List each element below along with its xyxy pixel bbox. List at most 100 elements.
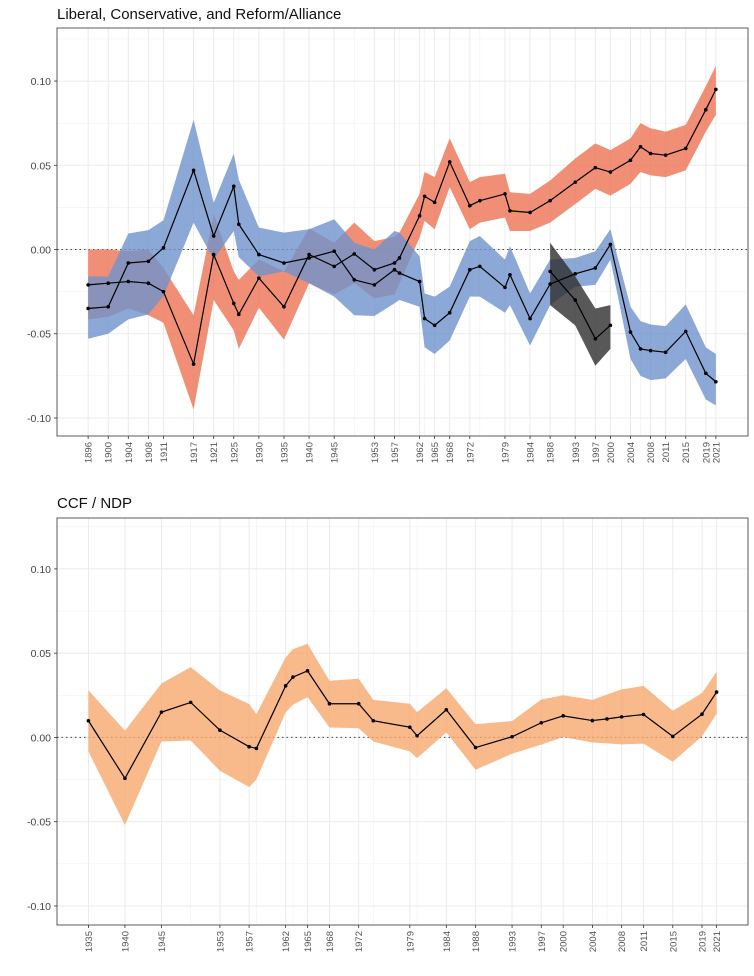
data-point bbox=[447, 310, 452, 315]
x-tick-label: 2000 bbox=[606, 442, 617, 463]
data-point bbox=[663, 153, 668, 157]
x-tick-label: 2015 bbox=[668, 931, 679, 952]
x-tick-label: 2008 bbox=[617, 931, 628, 952]
x-tick-label: 1953 bbox=[370, 442, 381, 463]
data-point bbox=[332, 249, 337, 254]
data-point bbox=[467, 203, 472, 208]
data-point bbox=[704, 107, 708, 112]
data-point bbox=[126, 261, 131, 265]
x-tick-label: 1904 bbox=[124, 442, 135, 463]
y-tick-label: 0.10 bbox=[31, 564, 52, 576]
panel-liberal-conservative-reform: Liberal, Conservative, and Reform/Allian… bbox=[27, 6, 749, 463]
data-point bbox=[191, 362, 196, 366]
data-point bbox=[605, 717, 609, 721]
data-point bbox=[714, 87, 718, 92]
data-point bbox=[372, 283, 377, 287]
data-point bbox=[641, 712, 646, 717]
data-point bbox=[714, 379, 718, 384]
data-point bbox=[126, 279, 131, 284]
x-tick-label: 1911 bbox=[159, 442, 170, 462]
data-point bbox=[161, 246, 166, 250]
data-point bbox=[188, 700, 193, 705]
y-tick-label: 0.05 bbox=[31, 648, 52, 660]
x-tick-label: 1988 bbox=[471, 931, 482, 952]
data-point bbox=[123, 776, 127, 781]
data-point bbox=[663, 350, 668, 355]
data-point bbox=[106, 304, 111, 309]
x-tick-label: 1908 bbox=[144, 442, 155, 463]
data-point bbox=[478, 198, 482, 203]
data-point bbox=[305, 669, 310, 673]
confidence-band bbox=[88, 119, 716, 406]
data-point bbox=[432, 200, 437, 205]
data-point bbox=[648, 151, 653, 156]
data-point bbox=[528, 210, 532, 215]
data-point bbox=[417, 279, 422, 284]
data-point bbox=[397, 256, 402, 260]
data-point bbox=[392, 261, 397, 265]
data-point bbox=[422, 316, 427, 321]
data-point bbox=[670, 734, 675, 739]
data-point bbox=[247, 744, 251, 749]
data-point bbox=[628, 158, 633, 163]
panel-border bbox=[56, 27, 749, 437]
data-point bbox=[218, 728, 222, 732]
x-tick-label: 1968 bbox=[325, 931, 336, 952]
x-tick-label: 2004 bbox=[588, 931, 599, 952]
data-point bbox=[503, 285, 507, 290]
data-point bbox=[332, 264, 337, 269]
x-tick-label: 2021 bbox=[712, 931, 723, 952]
data-point bbox=[417, 214, 422, 218]
x-tick-label: 2011 bbox=[661, 442, 672, 462]
data-point bbox=[408, 725, 412, 729]
x-tick-label: 1993 bbox=[571, 442, 582, 463]
x-tick-label: 1896 bbox=[84, 442, 95, 463]
data-point bbox=[444, 707, 449, 712]
data-point bbox=[352, 252, 357, 256]
data-point bbox=[608, 170, 613, 174]
data-point bbox=[257, 276, 261, 280]
confidence-band bbox=[550, 242, 611, 366]
data-point bbox=[608, 323, 613, 328]
x-tick-label: 1988 bbox=[546, 442, 557, 463]
x-tick-label: 1962 bbox=[281, 931, 292, 952]
data-point bbox=[86, 283, 90, 287]
x-tick-label: 1972 bbox=[465, 442, 476, 463]
panel-ccf-ndp: CCF / NDP -0.10 -0.05 0.00 0.05 0.10 1935 1940… bbox=[27, 495, 749, 952]
data-point bbox=[106, 281, 111, 286]
data-point bbox=[422, 194, 427, 199]
data-point bbox=[327, 701, 332, 706]
confidence-band bbox=[88, 643, 717, 826]
data-point bbox=[590, 718, 595, 723]
data-point bbox=[528, 316, 532, 321]
x-tick-label: 1984 bbox=[442, 931, 453, 952]
x-tick-label: 1972 bbox=[354, 931, 365, 952]
data-point bbox=[573, 298, 578, 302]
data-point bbox=[432, 323, 437, 328]
data-point bbox=[548, 269, 552, 274]
data-point bbox=[683, 329, 688, 334]
data-point bbox=[700, 712, 704, 716]
data-point bbox=[307, 256, 311, 260]
x-tick-label: 1997 bbox=[591, 442, 602, 463]
x-tick-label: 2015 bbox=[681, 442, 692, 463]
data-point bbox=[236, 312, 241, 317]
x-tick-label: 1930 bbox=[254, 442, 265, 463]
x-tick-label: 1997 bbox=[537, 931, 548, 952]
x-tick-label: 1945 bbox=[330, 442, 341, 463]
data-point bbox=[593, 337, 598, 341]
y-tick-label: -0.10 bbox=[27, 413, 51, 425]
x-tick-label: 1935 bbox=[84, 931, 95, 952]
data-point bbox=[573, 271, 578, 276]
x-tick-label: 1965 bbox=[430, 442, 441, 463]
data-point bbox=[619, 715, 624, 719]
data-point bbox=[573, 180, 578, 184]
x-tick-label: 2021 bbox=[711, 442, 722, 463]
data-point bbox=[714, 690, 719, 694]
data-point bbox=[282, 304, 286, 309]
data-point bbox=[648, 348, 653, 353]
x-tick-label: 1921 bbox=[209, 442, 220, 463]
data-point bbox=[638, 347, 643, 351]
data-point bbox=[86, 718, 91, 723]
